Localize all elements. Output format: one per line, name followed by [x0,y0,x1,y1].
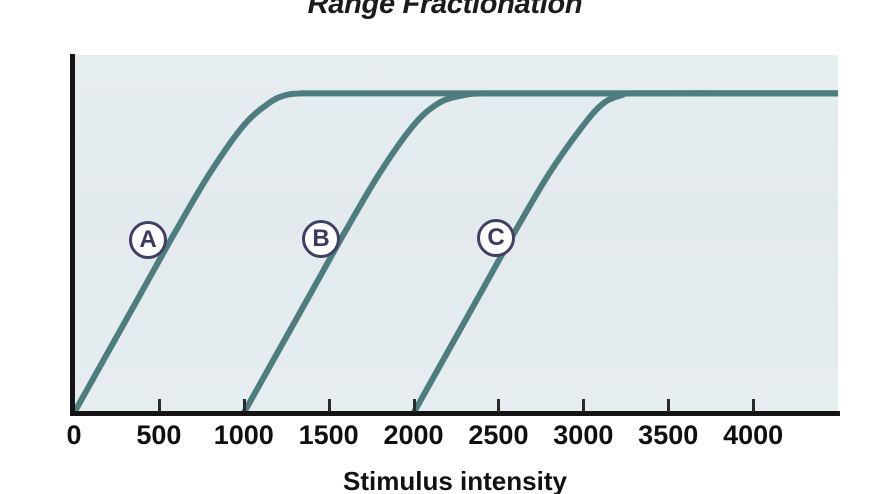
plot-area [74,55,838,413]
curve-label-b: B [302,220,340,258]
x-tick [667,399,671,412]
x-tick-label: 3500 [638,420,699,450]
x-tick-label: 0 [66,420,82,450]
curves-group [74,90,838,413]
x-tick [157,399,161,412]
curve-c [410,90,838,413]
x-axis-label: Stimulus intensity [343,466,567,494]
x-tick [497,399,501,412]
x-axis-spine [70,411,840,416]
x-tick-label: 1500 [298,420,359,450]
x-tick [327,399,331,412]
x-tick [242,399,246,412]
plot-svg [74,90,838,413]
x-tick-label: 4000 [723,420,784,450]
x-tick-label: 3000 [553,420,614,450]
curve-label-c: C [477,219,515,257]
page-title: Range Fractionation [307,0,583,20]
x-tick-label: 1000 [213,420,274,450]
x-tick [582,399,586,412]
x-tick [752,399,756,412]
x-tick-label: 500 [136,420,182,450]
x-tick-label: 2000 [383,420,444,450]
x-tick [412,399,416,412]
y-axis-spine [70,54,75,416]
curve-label-a: A [129,221,167,259]
x-tick-label: 2500 [468,420,529,450]
curve-a [74,90,838,413]
